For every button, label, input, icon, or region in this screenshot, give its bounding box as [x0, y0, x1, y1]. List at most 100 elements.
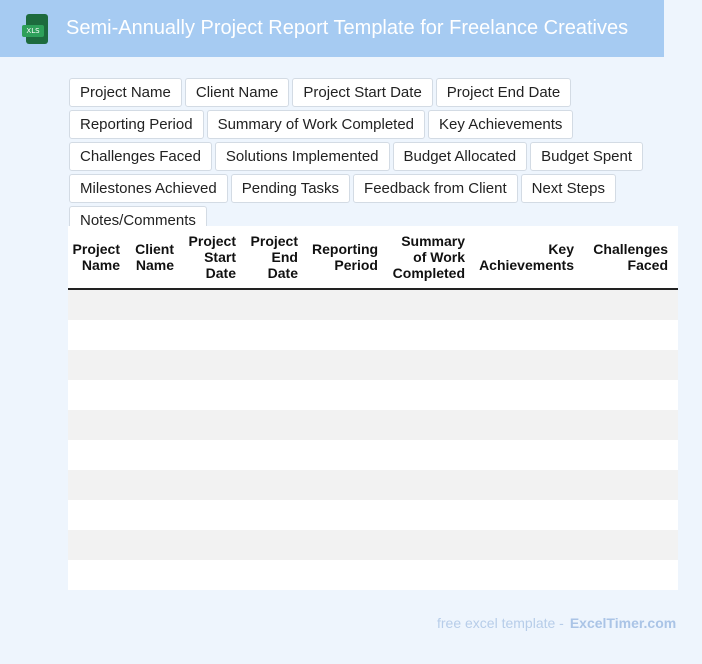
table-cell[interactable]	[308, 530, 388, 560]
table-cell[interactable]	[388, 410, 475, 440]
field-chip[interactable]: Budget Spent	[530, 142, 644, 171]
table-cell[interactable]	[584, 410, 678, 440]
table-cell[interactable]	[475, 560, 584, 590]
table-cell[interactable]	[246, 380, 308, 410]
table-cell[interactable]	[130, 560, 184, 590]
table-cell[interactable]	[388, 530, 475, 560]
table-cell[interactable]	[184, 289, 246, 320]
table-cell[interactable]	[584, 289, 678, 320]
field-chip[interactable]: Reporting Period	[69, 110, 204, 139]
column-header[interactable]: Summary of Work Completed	[388, 226, 475, 290]
table-cell[interactable]	[388, 289, 475, 320]
table-cell[interactable]	[130, 470, 184, 500]
table-cell[interactable]	[68, 530, 130, 560]
field-chip[interactable]: Key Achievements	[428, 110, 574, 139]
field-chip[interactable]: Milestones Achieved	[69, 174, 228, 203]
table-cell[interactable]	[68, 470, 130, 500]
footer-brand-link[interactable]: ExcelTimer.com	[569, 615, 677, 631]
table-cell[interactable]	[308, 560, 388, 590]
table-cell[interactable]	[308, 289, 388, 320]
table-cell[interactable]	[388, 560, 475, 590]
table-cell[interactable]	[68, 440, 130, 470]
column-header[interactable]: Project Start Date	[184, 226, 246, 290]
table-cell[interactable]	[584, 320, 678, 350]
table-cell[interactable]	[584, 440, 678, 470]
table-cell[interactable]	[475, 470, 584, 500]
field-chip[interactable]: Next Steps	[520, 174, 616, 203]
table-cell[interactable]	[246, 560, 308, 590]
table-cell[interactable]	[584, 380, 678, 410]
table-cell[interactable]	[68, 320, 130, 350]
table-cell[interactable]	[184, 560, 246, 590]
table-cell[interactable]	[388, 500, 475, 530]
table-cell[interactable]	[246, 350, 308, 380]
table-cell[interactable]	[388, 320, 475, 350]
column-header[interactable]: Key Achievements	[475, 226, 584, 290]
table-cell[interactable]	[184, 500, 246, 530]
table-cell[interactable]	[308, 500, 388, 530]
table-cell[interactable]	[475, 289, 584, 320]
table-cell[interactable]	[246, 470, 308, 500]
table-cell[interactable]	[475, 320, 584, 350]
table-cell[interactable]	[246, 440, 308, 470]
table-cell[interactable]	[130, 320, 184, 350]
table-cell[interactable]	[584, 470, 678, 500]
table-cell[interactable]	[130, 500, 184, 530]
table-cell[interactable]	[388, 350, 475, 380]
field-chip[interactable]: Project End Date	[435, 78, 572, 107]
table-cell[interactable]	[388, 470, 475, 500]
table-cell[interactable]	[130, 530, 184, 560]
table-cell[interactable]	[184, 350, 246, 380]
table-cell[interactable]	[308, 470, 388, 500]
table-cell[interactable]	[475, 440, 584, 470]
field-chip[interactable]: Project Start Date	[292, 78, 433, 107]
table-cell[interactable]	[308, 350, 388, 380]
table-cell[interactable]	[68, 289, 130, 320]
field-chip[interactable]: Solutions Implemented	[214, 142, 390, 171]
table-cell[interactable]	[475, 410, 584, 440]
column-header[interactable]: Project End Date	[246, 226, 308, 290]
table-cell[interactable]	[184, 320, 246, 350]
table-cell[interactable]	[246, 500, 308, 530]
table-cell[interactable]	[475, 380, 584, 410]
table-cell[interactable]	[584, 560, 678, 590]
table-cell[interactable]	[584, 530, 678, 560]
table-cell[interactable]	[475, 350, 584, 380]
table-cell[interactable]	[68, 560, 130, 590]
field-chip[interactable]: Budget Allocated	[392, 142, 528, 171]
table-cell[interactable]	[130, 350, 184, 380]
table-cell[interactable]	[184, 410, 246, 440]
table-cell[interactable]	[184, 530, 246, 560]
table-cell[interactable]	[308, 440, 388, 470]
field-chip[interactable]: Pending Tasks	[230, 174, 351, 203]
table-cell[interactable]	[130, 289, 184, 320]
table-cell[interactable]	[584, 350, 678, 380]
table-cell[interactable]	[68, 410, 130, 440]
table-cell[interactable]	[184, 380, 246, 410]
field-chip[interactable]: Feedback from Client	[353, 174, 518, 203]
table-cell[interactable]	[388, 440, 475, 470]
table-cell[interactable]	[475, 530, 584, 560]
column-header[interactable]: Challenges Faced	[584, 226, 678, 290]
field-chip[interactable]: Summary of Work Completed	[206, 110, 426, 139]
table-cell[interactable]	[130, 410, 184, 440]
table-cell[interactable]	[184, 470, 246, 500]
column-header[interactable]: Project Name	[68, 226, 130, 290]
table-cell[interactable]	[130, 440, 184, 470]
field-chip[interactable]: Project Name	[69, 78, 182, 107]
column-header[interactable]: Reporting Period	[308, 226, 388, 290]
table-cell[interactable]	[184, 440, 246, 470]
table-cell[interactable]	[246, 320, 308, 350]
table-cell[interactable]	[475, 500, 584, 530]
table-cell[interactable]	[246, 530, 308, 560]
table-cell[interactable]	[308, 320, 388, 350]
table-cell[interactable]	[584, 500, 678, 530]
table-cell[interactable]	[308, 380, 388, 410]
table-cell[interactable]	[130, 380, 184, 410]
table-cell[interactable]	[68, 380, 130, 410]
table-cell[interactable]	[308, 410, 388, 440]
table-cell[interactable]	[388, 380, 475, 410]
field-chip[interactable]: Challenges Faced	[69, 142, 212, 171]
column-header[interactable]: Client Name	[130, 226, 184, 290]
table-cell[interactable]	[246, 410, 308, 440]
